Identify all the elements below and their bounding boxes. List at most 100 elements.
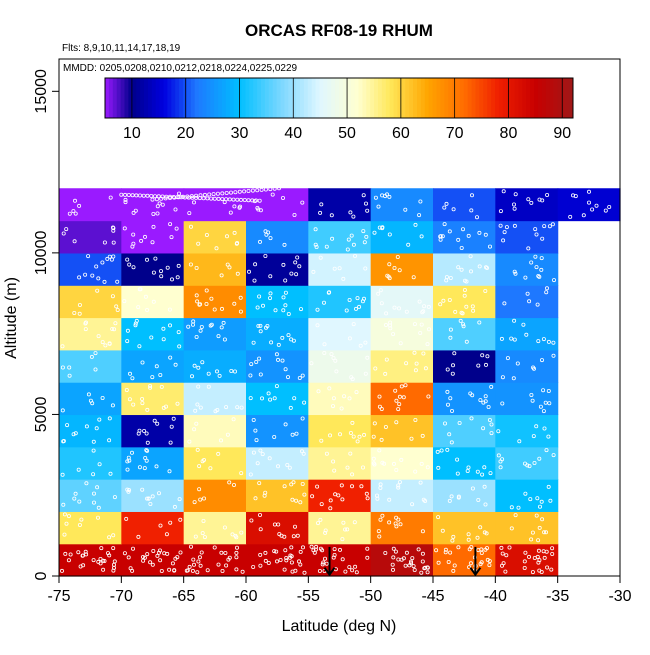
track-point xyxy=(197,555,202,560)
colorbar-segment xyxy=(401,78,406,118)
track-point xyxy=(438,302,443,307)
track-point xyxy=(77,302,82,307)
heatmap-cell xyxy=(308,349,372,383)
track-point xyxy=(260,303,265,308)
track-point xyxy=(282,242,287,247)
track-point xyxy=(269,340,274,345)
colorbar-segment xyxy=(120,78,125,118)
track-point xyxy=(384,311,389,316)
track-point xyxy=(382,461,387,466)
track-point xyxy=(451,534,456,539)
track-point xyxy=(107,416,112,421)
heatmap-cell xyxy=(59,511,122,545)
track-point xyxy=(150,562,155,567)
track-point xyxy=(280,358,285,363)
track-point xyxy=(204,288,209,293)
track-point xyxy=(482,484,487,489)
colorbar-segment xyxy=(116,78,122,118)
track-point xyxy=(110,326,115,331)
track-point xyxy=(253,198,258,203)
track-point xyxy=(240,569,245,574)
colorbar-segment xyxy=(339,78,344,118)
colorbar-tick-label: 90 xyxy=(553,125,571,142)
track-point xyxy=(251,565,256,570)
track-point xyxy=(390,562,395,567)
track-point xyxy=(547,401,552,406)
track-point xyxy=(316,389,321,394)
track-point xyxy=(123,192,128,197)
track-point xyxy=(154,364,159,369)
colorbar-tick-label: 50 xyxy=(338,125,356,142)
track-point xyxy=(590,207,595,212)
track-point xyxy=(411,564,416,569)
track-point xyxy=(393,549,398,554)
heatmap-cell xyxy=(59,285,122,319)
track-point xyxy=(352,520,357,525)
track-point xyxy=(351,434,356,439)
track-point xyxy=(107,438,112,443)
track-point xyxy=(526,197,531,202)
track-point xyxy=(384,357,389,362)
track-point xyxy=(108,195,113,200)
track-point xyxy=(290,497,295,502)
colorbar-segment xyxy=(315,78,320,118)
track-point xyxy=(501,189,506,194)
track-point xyxy=(379,437,384,442)
colorbar-segment xyxy=(444,78,449,118)
colorbar-segment xyxy=(136,78,141,118)
track-point xyxy=(333,358,338,363)
track-point xyxy=(221,320,226,325)
track-point xyxy=(412,322,417,327)
track-point xyxy=(332,547,337,552)
track-point xyxy=(219,273,224,278)
track-point xyxy=(286,333,291,338)
track-point xyxy=(282,484,287,489)
track-point xyxy=(113,321,118,326)
track-point xyxy=(263,490,268,495)
track-point xyxy=(387,194,392,199)
track-point xyxy=(140,360,145,365)
track-point xyxy=(538,504,543,509)
track-point xyxy=(200,531,205,536)
colorbar-segment xyxy=(522,78,527,118)
colorbar-segment xyxy=(186,78,192,118)
track-point xyxy=(573,194,578,199)
track-point xyxy=(321,560,326,565)
track-point xyxy=(228,210,233,215)
track-point xyxy=(450,538,455,543)
track-point xyxy=(60,472,65,477)
track-point xyxy=(250,188,255,193)
track-point xyxy=(159,384,164,389)
track-point xyxy=(161,405,166,410)
track-point xyxy=(361,193,366,198)
colorbar-segment xyxy=(151,78,157,118)
track-point xyxy=(394,467,399,472)
track-point xyxy=(545,192,550,197)
track-point xyxy=(206,371,211,376)
track-point xyxy=(255,305,260,310)
track-point xyxy=(545,286,550,291)
track-point xyxy=(289,482,294,487)
x-tick-label: -50 xyxy=(359,588,382,605)
track-point xyxy=(158,558,163,563)
track-point xyxy=(227,197,232,202)
track-point xyxy=(258,372,263,377)
track-point xyxy=(397,394,402,399)
colorbar-segment xyxy=(105,78,110,118)
heatmap-cell xyxy=(370,252,434,286)
track-point xyxy=(540,236,545,241)
track-point xyxy=(125,459,130,464)
track-point xyxy=(313,242,318,247)
track-point xyxy=(151,299,156,304)
track-point xyxy=(444,201,449,206)
track-point xyxy=(343,569,348,574)
track-point xyxy=(178,550,183,555)
track-point xyxy=(387,276,392,281)
track-point xyxy=(440,528,445,533)
track-point xyxy=(186,324,191,329)
track-point xyxy=(320,562,325,567)
track-point xyxy=(129,450,134,455)
track-point xyxy=(281,295,286,300)
track-point xyxy=(224,563,229,568)
track-point xyxy=(64,521,69,526)
